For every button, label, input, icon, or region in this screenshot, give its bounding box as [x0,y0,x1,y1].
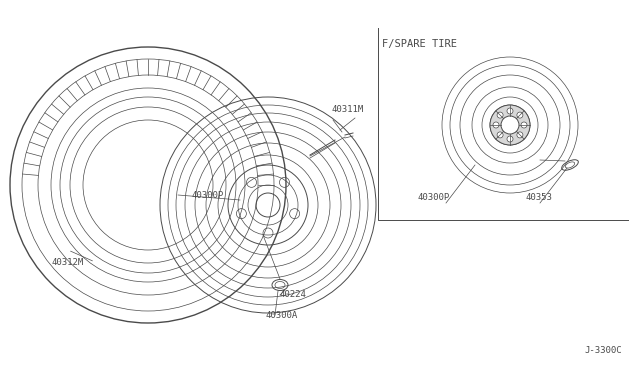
Circle shape [517,112,523,118]
Text: 40311M: 40311M [332,105,364,114]
Circle shape [507,108,513,114]
Circle shape [507,136,513,142]
Circle shape [497,132,503,138]
Text: 40300A: 40300A [265,311,297,320]
Circle shape [521,122,527,128]
Text: 40312M: 40312M [52,258,84,267]
Circle shape [517,132,523,138]
Circle shape [501,116,519,134]
Text: 40224: 40224 [280,290,307,299]
Circle shape [490,105,530,145]
Text: 40300P: 40300P [192,191,224,200]
Text: 40353: 40353 [526,193,553,202]
Circle shape [493,122,499,128]
Text: J-3300C: J-3300C [584,346,622,355]
Text: 40300P: 40300P [418,193,451,202]
Circle shape [497,112,503,118]
Text: F/SPARE TIRE: F/SPARE TIRE [382,39,457,49]
